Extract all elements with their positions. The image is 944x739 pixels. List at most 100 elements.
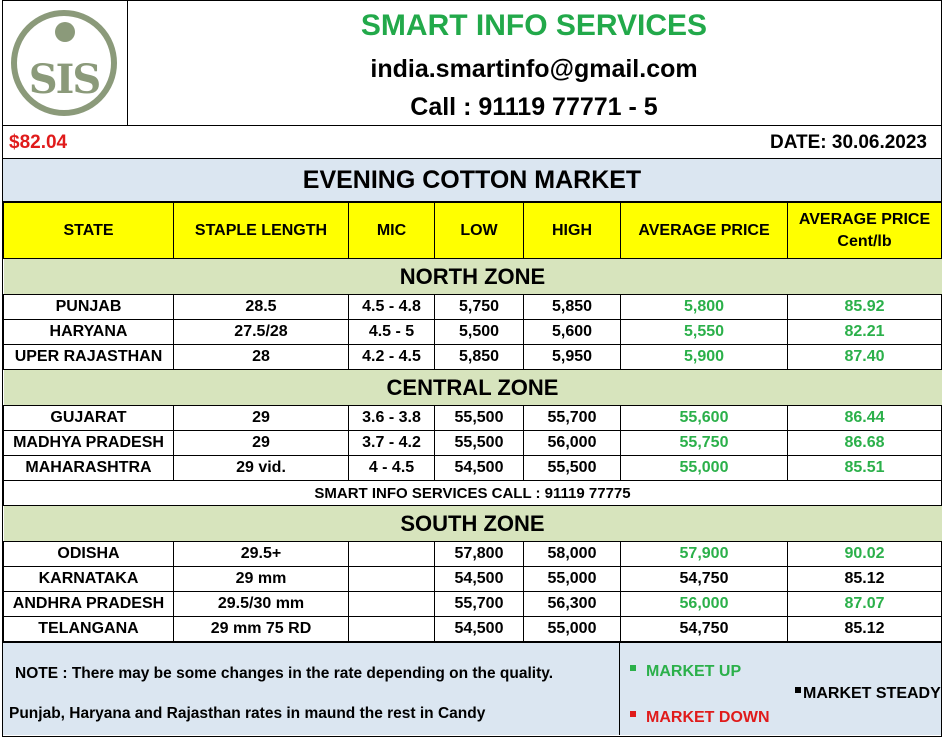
table-row: MADHYA PRADESH 29 3.7 - 4.2 55,500 56,00… [4,431,942,456]
staple-cell: 29 [174,431,349,456]
black-square-icon [795,687,801,693]
quality-note: NOTE : There may be some changes in the … [15,665,553,683]
col-average-cent: AVERAGE PRICE Cent/lb [788,203,942,259]
col-low: LOW [435,203,524,259]
cent-cell: 86.44 [788,406,942,431]
mic-cell: 4.2 - 4.5 [349,345,435,370]
low-cell: 5,500 [435,320,524,345]
staple-cell: 29.5+ [174,542,349,567]
legend-market-up: MARKET UP [630,663,741,681]
state-cell: KARNATAKA [4,567,174,592]
column-header-row: STATE STAPLE LENGTH MIC LOW HIGH AVERAGE… [4,203,942,259]
avg-cell: 55,600 [621,406,788,431]
staple-cell: 28.5 [174,295,349,320]
mic-cell: 4.5 - 4.8 [349,295,435,320]
staple-cell: 29 mm [174,567,349,592]
call-note: SMART INFO SERVICES CALL : 91119 77775 [4,481,942,506]
mic-cell: 3.6 - 3.8 [349,406,435,431]
avg-cell: 57,900 [621,542,788,567]
avg-cell: 5,800 [621,295,788,320]
low-cell: 5,750 [435,295,524,320]
col-mic: MIC [349,203,435,259]
high-cell: 5,850 [524,295,621,320]
state-cell: ODISHA [4,542,174,567]
mic-cell [349,542,435,567]
col-average-cent-line2: Cent/lb [788,233,941,251]
state-cell: GUJARAT [4,406,174,431]
legend-up-label: MARKET UP [646,663,741,680]
state-cell: HARYANA [4,320,174,345]
state-cell: ANDHRA PRADESH [4,592,174,617]
cent-cell: 82.21 [788,320,942,345]
legend-steady-label: MARKET STEADY [803,685,941,702]
low-cell: 54,500 [435,567,524,592]
avg-cell: 5,900 [621,345,788,370]
zone-title: SOUTH ZONE [4,506,942,542]
table-row: ANDHRA PRADESH 29.5/30 mm 55,700 56,300 … [4,592,942,617]
table-row: PUNJAB 28.5 4.5 - 4.8 5,750 5,850 5,800 … [4,295,942,320]
avg-cell: 5,550 [621,320,788,345]
state-cell: UPER RAJASTHAN [4,345,174,370]
low-cell: 55,500 [435,406,524,431]
high-cell: 55,500 [524,456,621,481]
company-email: india.smartinfo@gmail.com [127,55,941,84]
staple-cell: 29 vid. [174,456,349,481]
staple-cell: 28 [174,345,349,370]
footer: NOTE : There may be some changes in the … [3,642,941,735]
company-name: SMART INFO SERVICES [127,9,941,43]
high-cell: 58,000 [524,542,621,567]
cent-cell: 87.40 [788,345,942,370]
cent-cell: 85.51 [788,456,942,481]
zone-header-north: NORTH ZONE [4,259,942,295]
avg-cell: 55,000 [621,456,788,481]
col-state: STATE [4,203,174,259]
zone-header-central: CENTRAL ZONE [4,370,942,406]
avg-cell: 54,750 [621,567,788,592]
cent-cell: 86.68 [788,431,942,456]
price-table: STATE STAPLE LENGTH MIC LOW HIGH AVERAGE… [3,202,942,642]
mic-cell: 4.5 - 5 [349,320,435,345]
logo-badge: SIS [11,10,117,116]
market-title: EVENING COTTON MARKET [3,158,941,202]
low-cell: 55,500 [435,431,524,456]
high-cell: 55,700 [524,406,621,431]
col-staple-length: STAPLE LENGTH [174,203,349,259]
cent-cell: 85.12 [788,617,942,642]
price-date-bar: $82.04 DATE: 30.06.2023 [3,126,941,158]
logo-lettering: SIS [17,56,111,103]
footer-notes: NOTE : There may be some changes in the … [3,643,620,735]
avg-cell: 54,750 [621,617,788,642]
high-cell: 5,600 [524,320,621,345]
report-date: DATE: 30.06.2023 [770,132,927,154]
high-cell: 55,000 [524,617,621,642]
low-cell: 54,500 [435,456,524,481]
zone-title: NORTH ZONE [4,259,942,295]
low-cell: 57,800 [435,542,524,567]
table-row: UPER RAJASTHAN 28 4.2 - 4.5 5,850 5,950 … [4,345,942,370]
logo: SIS [3,1,128,125]
zone-header-south: SOUTH ZONE [4,506,942,542]
state-cell: PUNJAB [4,295,174,320]
call-note-row: SMART INFO SERVICES CALL : 91119 77775 [4,481,942,506]
staple-cell: 29 mm 75 RD [174,617,349,642]
avg-cell: 55,750 [621,431,788,456]
mic-cell: 3.7 - 4.2 [349,431,435,456]
low-cell: 5,850 [435,345,524,370]
table-row: ODISHA 29.5+ 57,800 58,000 57,900 90.02 [4,542,942,567]
green-square-icon [630,665,636,671]
header: SIS SMART INFO SERVICES india.smartinfo@… [3,1,941,126]
table-row: HARYANA 27.5/28 4.5 - 5 5,500 5,600 5,55… [4,320,942,345]
col-average-cent-line1: AVERAGE PRICE [788,211,941,229]
high-cell: 55,000 [524,567,621,592]
table-row: MAHARASHTRA 29 vid. 4 - 4.5 54,500 55,50… [4,456,942,481]
high-cell: 56,300 [524,592,621,617]
red-square-icon [630,711,636,717]
mic-cell: 4 - 4.5 [349,456,435,481]
mic-cell [349,567,435,592]
cent-cell: 85.12 [788,567,942,592]
cotton-flower-icon [55,22,75,42]
col-average-price: AVERAGE PRICE [621,203,788,259]
table-row: TELANGANA 29 mm 75 RD 54,500 55,000 54,7… [4,617,942,642]
col-high: HIGH [524,203,621,259]
